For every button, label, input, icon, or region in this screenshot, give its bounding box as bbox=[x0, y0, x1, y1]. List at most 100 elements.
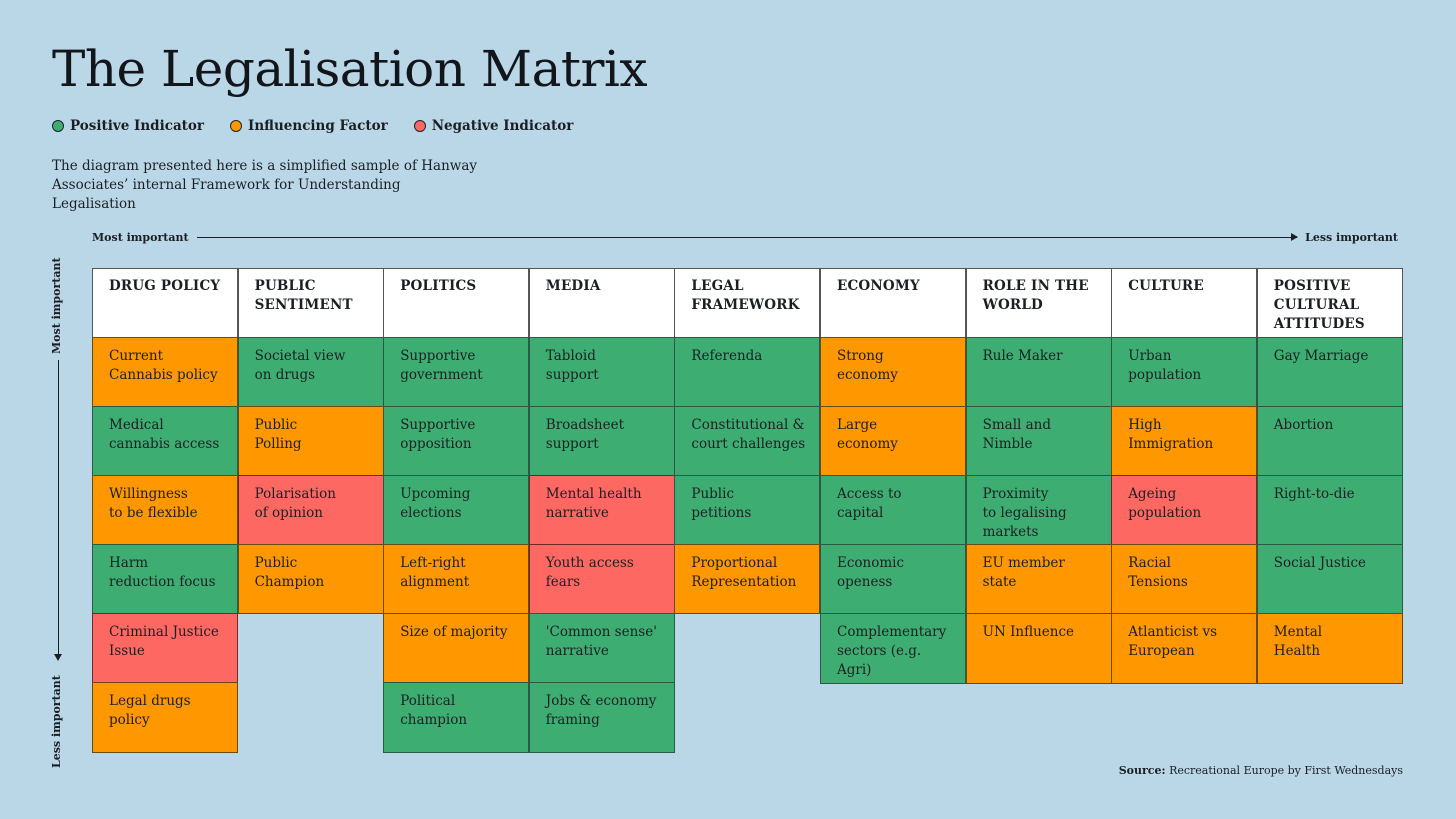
column-header-label: MEDIA bbox=[545, 278, 601, 294]
h-axis-end-label: Less important bbox=[1305, 230, 1398, 244]
matrix-cell: Proportional Representation bbox=[674, 544, 821, 614]
legend-item-influencing: Influencing Factor bbox=[230, 118, 388, 134]
matrix-cell-label: Medical cannabis access bbox=[109, 417, 220, 452]
column-header-label: ECONOMY bbox=[837, 278, 920, 294]
matrix-cell: Racial Tensions bbox=[1111, 544, 1258, 614]
column-header-label: POLITICS bbox=[400, 278, 477, 294]
matrix-cell: Harm reduction focus bbox=[92, 544, 238, 614]
matrix-cell: Public petitions bbox=[674, 475, 821, 546]
matrix-cell: Small and Nimble bbox=[965, 406, 1112, 477]
matrix-cell: Broadsheet support bbox=[528, 406, 675, 477]
matrix-cell: Supportive opposition bbox=[383, 406, 530, 477]
v-axis-start-label: Most important bbox=[50, 257, 63, 354]
source-label: Source: bbox=[1118, 764, 1166, 777]
matrix-cell-label: Constitutional & court challenges bbox=[691, 417, 806, 452]
matrix-cell-label: Supportive opposition bbox=[400, 417, 476, 452]
matrix-cell-label: Ageing population bbox=[1128, 486, 1202, 521]
matrix-cell: Mental health narrative bbox=[528, 475, 675, 546]
matrix-cell: Polarisation of opinion bbox=[237, 475, 384, 546]
matrix-cell-label: 'Common sense' narrative bbox=[545, 624, 657, 659]
matrix-cell-label: Atlanticist vs European bbox=[1128, 624, 1218, 659]
matrix-cell: Abortion bbox=[1256, 406, 1403, 477]
legend-label: Negative Indicator bbox=[431, 118, 574, 134]
matrix-cell-label: Mental health narrative bbox=[545, 486, 642, 521]
legalisation-matrix: DRUG POLICY Current Cannabis policy Medica… bbox=[92, 268, 1403, 753]
matrix-cell-label: Right-to-die bbox=[1273, 486, 1355, 502]
v-axis-end-label: Less important bbox=[50, 675, 63, 768]
column-header: POLITICS bbox=[383, 268, 530, 338]
matrix-cell: Atlanticist vs European bbox=[1111, 613, 1258, 684]
positive-dot-icon bbox=[52, 120, 64, 132]
matrix-cell-label: Rule Maker bbox=[982, 348, 1063, 364]
legend-label: Positive Indicator bbox=[70, 118, 205, 134]
down-arrow-icon bbox=[54, 654, 62, 661]
column-header-label: CULTURE bbox=[1128, 278, 1204, 294]
matrix-cell: Public Polling bbox=[237, 406, 384, 477]
matrix-cell-label: Size of majority bbox=[400, 624, 508, 640]
source-text: Recreational Europe by First Wednesdays bbox=[1169, 764, 1403, 777]
page-title: The Legalisation Matrix bbox=[52, 40, 648, 98]
matrix-cell-label: Willingness to be flexible bbox=[109, 486, 198, 521]
matrix-cell: Medical cannabis access bbox=[92, 406, 238, 477]
matrix-cell: Gay Marriage bbox=[1256, 337, 1403, 407]
matrix-cell: Economic openess bbox=[820, 544, 966, 614]
matrix-cell-label: Public Polling bbox=[254, 417, 302, 452]
column-header: DRUG POLICY bbox=[92, 268, 238, 338]
matrix-cell: Legal drugs policy bbox=[92, 682, 238, 753]
matrix-cell-label: Jobs & economy framing bbox=[545, 693, 657, 728]
column-header: PUBLIC SENTIMENT bbox=[237, 268, 384, 338]
column-header-label: POSITIVE CULTURAL ATTITUDES bbox=[1273, 278, 1365, 332]
right-arrow-icon bbox=[196, 232, 1298, 241]
matrix-cell-label: Small and Nimble bbox=[982, 417, 1052, 452]
matrix-cell-label: Public Champion bbox=[254, 555, 325, 590]
matrix-cell-label: Current Cannabis policy bbox=[109, 348, 218, 383]
matrix-cell: Rule Maker bbox=[965, 337, 1112, 407]
matrix-cell-label: Urban population bbox=[1128, 348, 1202, 383]
matrix-cell: Criminal Justice Issue bbox=[92, 613, 238, 684]
column-header-label: PUBLIC SENTIMENT bbox=[254, 278, 353, 313]
matrix-cell-label: Proximity to legalising markets bbox=[982, 486, 1067, 540]
matrix-cell: Upcoming elections bbox=[383, 475, 530, 546]
influencing-dot-icon bbox=[230, 120, 243, 132]
legend-item-positive: Positive Indicator bbox=[52, 118, 204, 134]
matrix-cell: Willingness to be flexible bbox=[92, 475, 238, 546]
matrix-cell-label: Public petitions bbox=[691, 486, 752, 521]
matrix-cell-label: Political champion bbox=[400, 693, 468, 728]
matrix-cell: UN Influence bbox=[965, 613, 1112, 684]
column-header: ECONOMY bbox=[820, 268, 966, 338]
matrix-cell-label: High Immigration bbox=[1128, 417, 1214, 452]
matrix-cell: Urban population bbox=[1111, 337, 1258, 407]
matrix-cell-label: Racial Tensions bbox=[1128, 555, 1188, 590]
source-note: Source: Recreational Europe by First Wed… bbox=[1119, 764, 1403, 777]
matrix-cell-label: Broadsheet support bbox=[545, 417, 625, 452]
matrix-cell: Left-right alignment bbox=[383, 544, 530, 614]
description: The diagram presented here is a simplifi… bbox=[52, 158, 477, 212]
matrix-cell: Current Cannabis policy bbox=[92, 337, 238, 407]
matrix-cell: Complementary sectors (e.g. Agri) bbox=[820, 613, 966, 684]
column-header: MEDIA bbox=[528, 268, 675, 338]
matrix-cell-label: Mental Health bbox=[1273, 624, 1323, 659]
column-header: LEGAL FRAMEWORK bbox=[674, 268, 821, 338]
matrix-cell: Constitutional & court challenges bbox=[674, 406, 821, 477]
column-header-label: DRUG POLICY bbox=[109, 278, 221, 294]
matrix-cell: Political champion bbox=[383, 682, 530, 753]
matrix-cell-label: Tabloid support bbox=[545, 348, 599, 383]
matrix-cell-label: Access to capital bbox=[837, 486, 902, 521]
matrix-cell: Social Justice bbox=[1256, 544, 1403, 614]
matrix-cell-label: Upcoming elections bbox=[400, 486, 471, 521]
matrix-cell-label: Societal view on drugs bbox=[254, 348, 346, 383]
matrix-cell-label: Economic openess bbox=[837, 555, 905, 590]
matrix-cell-label: Polarisation of opinion bbox=[254, 486, 336, 521]
column-header-label: ROLE IN THE WORLD bbox=[982, 278, 1089, 313]
matrix-cell: Tabloid support bbox=[528, 337, 675, 407]
matrix-cell: Public Champion bbox=[237, 544, 384, 614]
negative-dot-icon bbox=[413, 120, 426, 132]
legend-item-negative: Negative Indicator bbox=[413, 118, 574, 134]
matrix-cell-label: Referenda bbox=[691, 348, 763, 364]
matrix-cell: High Immigration bbox=[1111, 406, 1258, 477]
matrix-cell: Ageing population bbox=[1111, 475, 1258, 546]
vertical-importance-axis: Most important Less important bbox=[50, 257, 66, 768]
column-header: CULTURE bbox=[1111, 268, 1258, 338]
column-header: ROLE IN THE WORLD bbox=[965, 268, 1112, 338]
column-header-label: LEGAL FRAMEWORK bbox=[691, 278, 800, 313]
